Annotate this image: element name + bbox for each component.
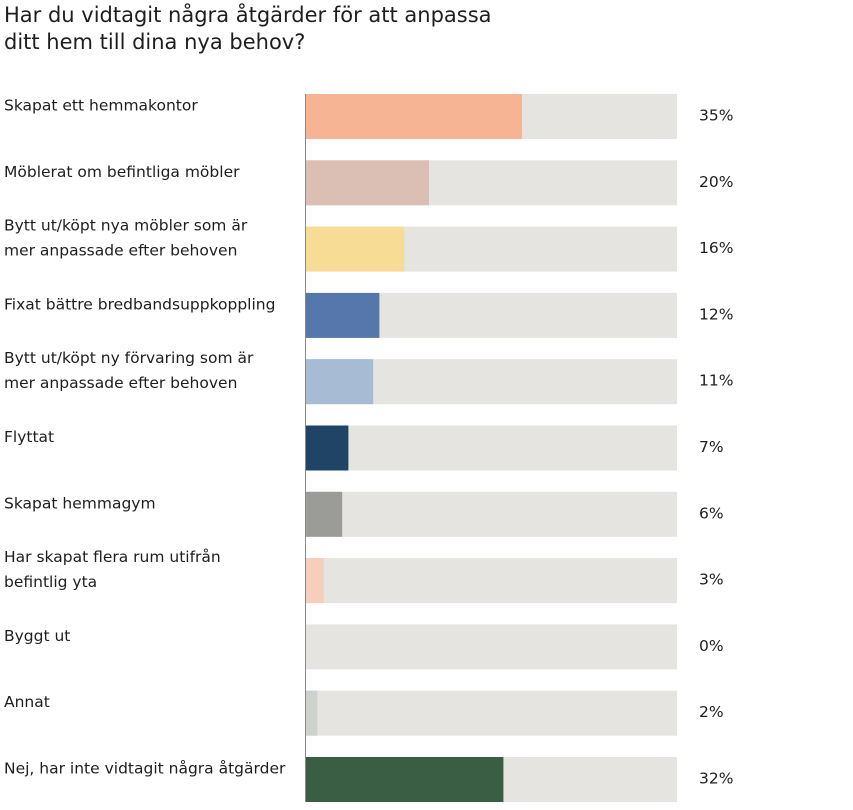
category-label: Skapat ett hemmakontor xyxy=(4,97,198,115)
value-label: 20% xyxy=(699,173,733,191)
category-label: Nej, har inte vidtagit några åtgärder xyxy=(4,760,286,778)
value-label: 11% xyxy=(699,372,733,390)
category-label: Flyttat xyxy=(4,428,54,446)
value-label: 7% xyxy=(699,438,724,456)
bar-track xyxy=(305,690,677,736)
bar-track xyxy=(305,491,677,537)
value-label: 0% xyxy=(699,637,724,655)
bar xyxy=(305,292,380,338)
category-label: Har skapat flera rum utifrån befintlig yt… xyxy=(4,548,221,591)
bar xyxy=(305,757,504,802)
chart-title-line-2: ditt hem till dina nya behov? xyxy=(4,30,306,54)
category-label: Bytt ut/köpt ny förvaring som är mer anpa… xyxy=(4,349,254,392)
value-label: 16% xyxy=(699,239,733,257)
value-label: 12% xyxy=(699,305,733,323)
value-label: 32% xyxy=(699,770,733,788)
chart-title: Har du vidtagit några åtgärder för att a… xyxy=(4,2,564,56)
bar xyxy=(305,491,343,537)
category-label: Annat xyxy=(4,693,50,711)
bar xyxy=(305,359,374,405)
chart-title-line-1: Har du vidtagit några åtgärder för att a… xyxy=(4,3,492,27)
bar xyxy=(305,690,318,736)
category-label: Skapat hemmagym xyxy=(4,494,156,512)
bar xyxy=(305,425,349,471)
value-label: 3% xyxy=(699,571,724,589)
value-label: 2% xyxy=(699,703,724,721)
category-label: Fixat bättre bredbandsuppkoppling xyxy=(4,295,275,313)
bar xyxy=(305,160,429,206)
bar-track xyxy=(305,425,677,471)
bar xyxy=(305,558,324,604)
bar xyxy=(305,226,405,272)
category-label: Bytt ut/köpt nya möbler som är mer anpass… xyxy=(4,217,248,260)
category-label: Möblerat om befintliga möbler xyxy=(4,163,240,181)
bar-track xyxy=(305,558,677,604)
value-label: 6% xyxy=(699,504,724,522)
bar-track xyxy=(305,624,677,670)
value-label: 35% xyxy=(699,107,733,125)
bar xyxy=(305,94,522,139)
category-label: Byggt ut xyxy=(4,627,70,645)
